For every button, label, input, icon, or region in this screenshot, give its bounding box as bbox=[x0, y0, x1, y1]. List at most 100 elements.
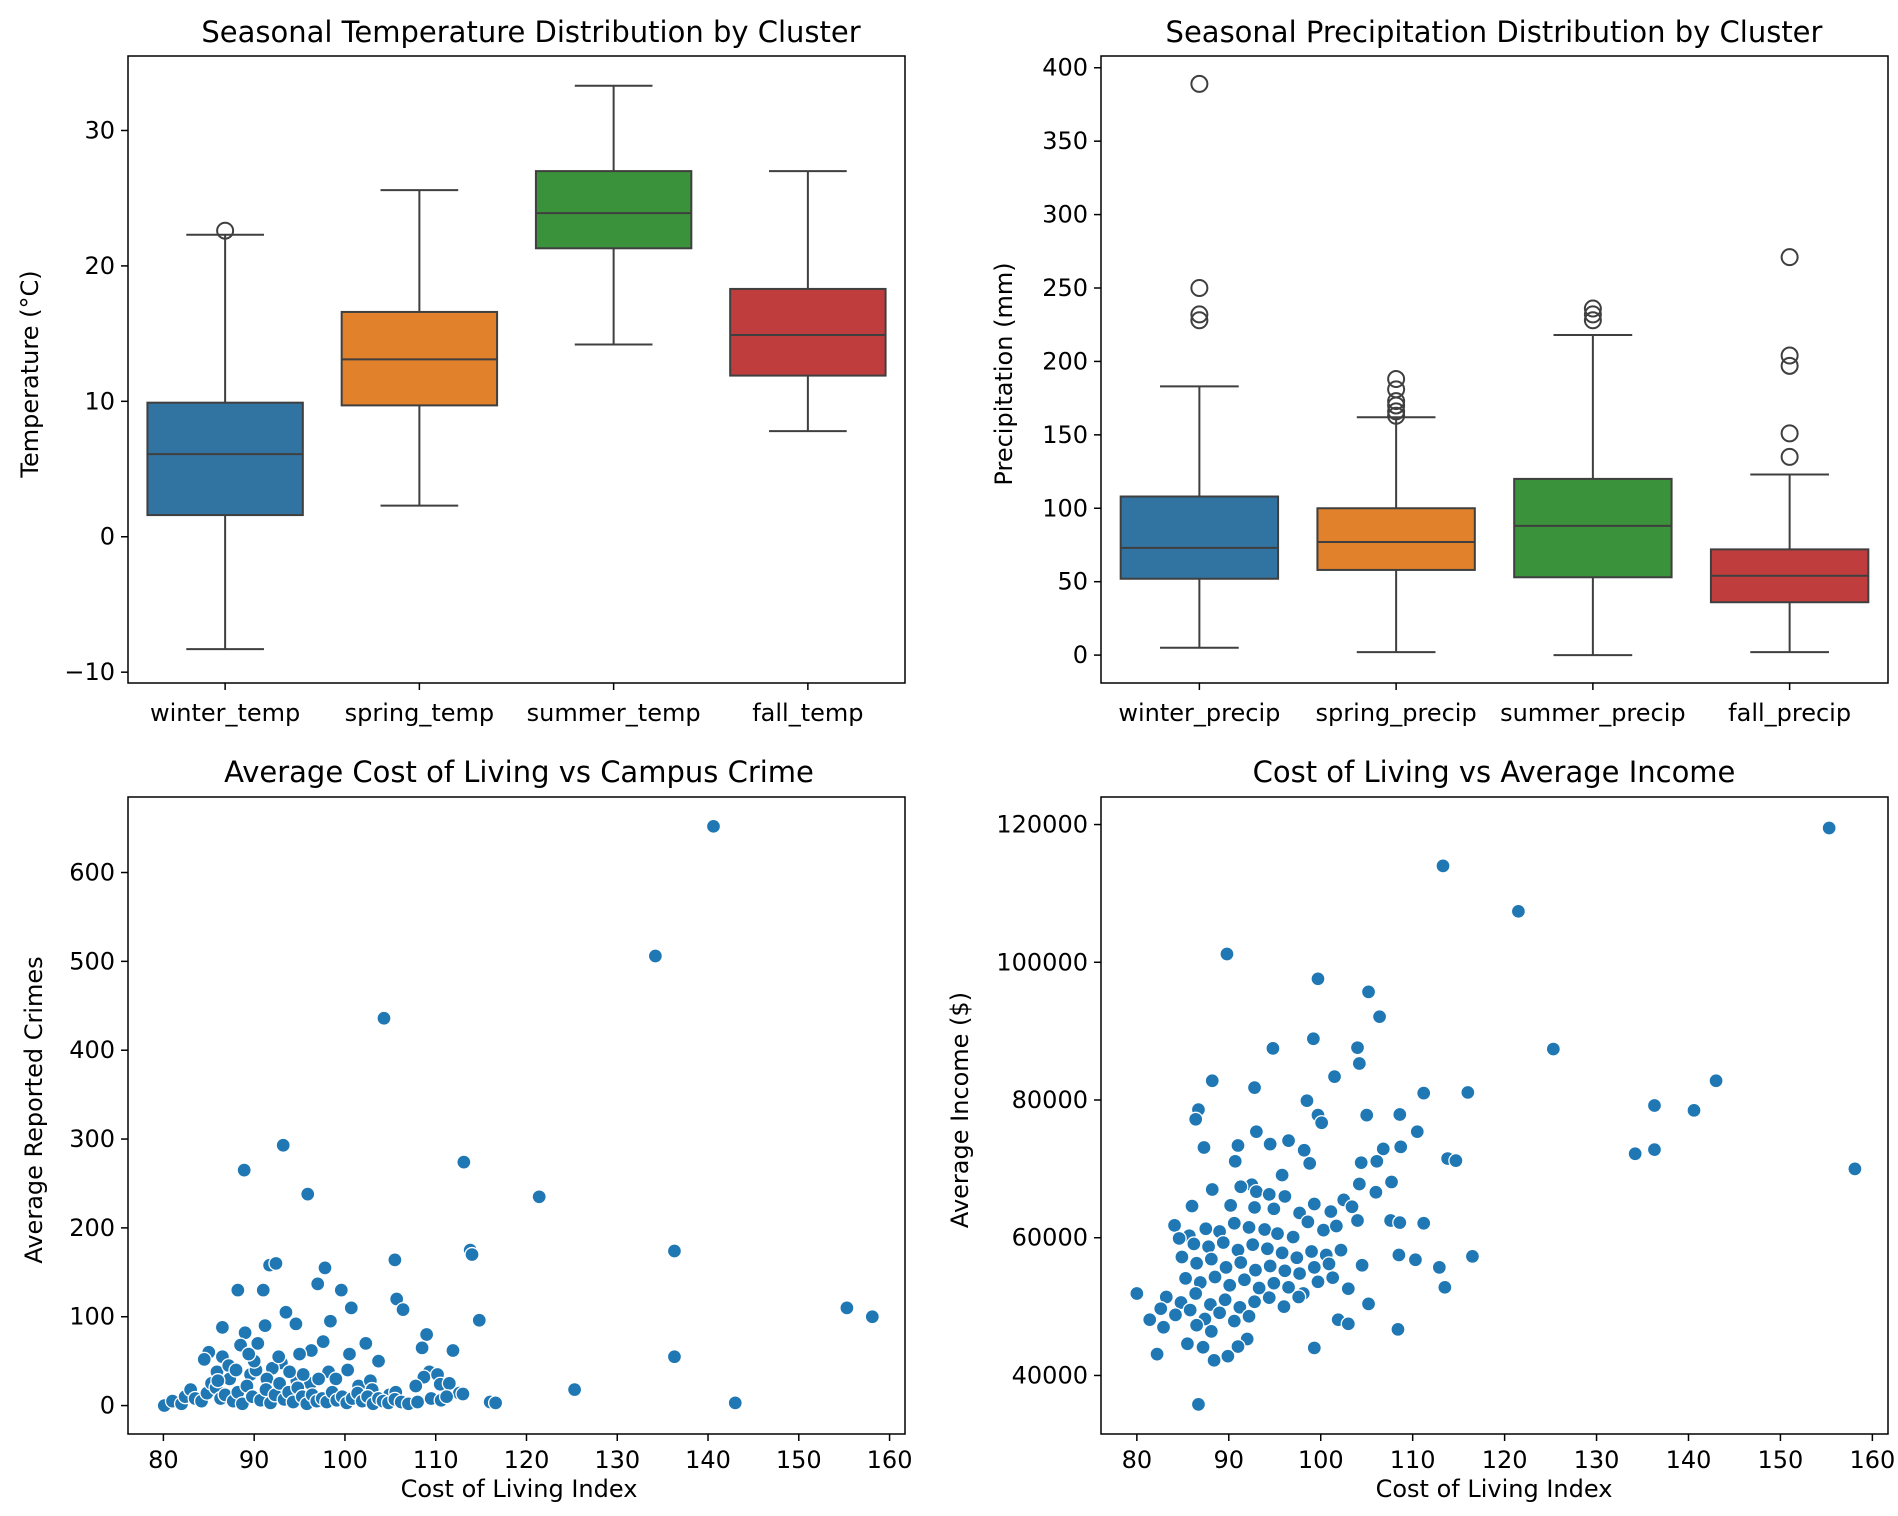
scatter-point bbox=[1368, 1184, 1384, 1200]
scatter-point bbox=[1280, 1132, 1297, 1149]
scatter-point bbox=[1276, 1298, 1292, 1315]
outlier-point bbox=[1780, 248, 1799, 267]
scatter-point bbox=[196, 1351, 212, 1368]
scatter-point bbox=[471, 1312, 487, 1328]
scatter-point bbox=[1392, 1106, 1408, 1123]
scatter-point bbox=[1306, 1259, 1322, 1275]
scatter-point bbox=[315, 1333, 331, 1350]
scatter-point bbox=[1166, 1217, 1183, 1233]
scatter-point bbox=[1274, 1245, 1290, 1261]
scatter-point bbox=[1179, 1336, 1196, 1352]
y-tick-label: 400 bbox=[69, 1036, 115, 1064]
scatter-point bbox=[1353, 1155, 1369, 1171]
scatter-point bbox=[1241, 1219, 1257, 1236]
y-tick-label: 0 bbox=[1073, 641, 1088, 669]
scatter-point bbox=[647, 948, 664, 964]
precipitation-plot-area: winter_precip spring_precip summer_precip f… bbox=[1042, 54, 1889, 727]
x-tick-label: 110 bbox=[413, 1446, 459, 1474]
scatter-point bbox=[1359, 1107, 1375, 1123]
x-tick-label: 100 bbox=[322, 1446, 368, 1474]
scatter-point bbox=[1435, 858, 1451, 874]
scatter-point bbox=[255, 1282, 271, 1298]
outlier-point bbox=[1190, 74, 1209, 93]
scatter-point bbox=[317, 1260, 333, 1276]
scatter-point bbox=[1391, 1247, 1407, 1263]
scatter-point bbox=[1371, 1009, 1388, 1025]
scatter-point bbox=[666, 1349, 683, 1365]
scatter-point bbox=[1340, 1281, 1356, 1297]
y-tick-label: 0 bbox=[100, 523, 115, 551]
axes-frame bbox=[1100, 796, 1889, 1435]
scatter-point bbox=[705, 818, 722, 834]
scatter-point bbox=[1266, 1275, 1282, 1291]
scatter-point bbox=[1230, 1137, 1246, 1154]
scatter-point bbox=[278, 1304, 294, 1320]
x-tick-label: 80 bbox=[1122, 1446, 1153, 1474]
scatter-point bbox=[464, 1246, 480, 1263]
scatter-point bbox=[1177, 1270, 1194, 1287]
outlier-point bbox=[1387, 392, 1406, 411]
outlier-point bbox=[1780, 346, 1799, 365]
scatter-point bbox=[1171, 1230, 1187, 1247]
scatter-point bbox=[1351, 1176, 1367, 1192]
scatter-point bbox=[1351, 1055, 1367, 1072]
scatter-point bbox=[228, 1362, 244, 1378]
scatter-point bbox=[210, 1373, 226, 1389]
y-tick-label: 200 bbox=[69, 1214, 115, 1242]
scatter-point bbox=[1188, 1285, 1204, 1302]
scatter-point bbox=[1305, 1031, 1322, 1047]
scatter-point bbox=[1196, 1139, 1212, 1156]
scatter-point bbox=[1245, 1236, 1261, 1253]
axes-frame bbox=[1100, 55, 1889, 684]
scatter-point bbox=[418, 1326, 435, 1343]
income-y-axis-label: Average Income ($) bbox=[946, 992, 974, 1228]
scatter-point bbox=[1198, 1221, 1214, 1237]
precipitation-boxplot-panel: Seasonal Precipitation Distribution by C… bbox=[990, 15, 1889, 727]
outlier-point bbox=[1387, 380, 1406, 399]
x-tick-label: 130 bbox=[594, 1446, 640, 1474]
y-tick-label: 0 bbox=[100, 1392, 115, 1420]
scatter-point bbox=[1217, 1292, 1233, 1308]
outlier-point bbox=[1780, 424, 1799, 443]
scatter-point bbox=[1269, 1225, 1286, 1242]
scatter-point bbox=[328, 1371, 344, 1387]
scatter-point bbox=[343, 1300, 359, 1316]
x-tick-label: 160 bbox=[867, 1446, 913, 1474]
x-tick-label: 100 bbox=[1298, 1446, 1344, 1474]
scatter-point bbox=[1821, 820, 1837, 836]
scatter-point bbox=[300, 1186, 316, 1202]
outlier-point bbox=[1780, 447, 1799, 466]
scatter-point bbox=[1230, 1242, 1246, 1258]
scatter-point bbox=[1349, 1040, 1366, 1056]
scatter-point bbox=[1393, 1139, 1409, 1155]
x-tick-label: summer_temp bbox=[527, 699, 701, 727]
scatter-point bbox=[295, 1366, 311, 1383]
scatter-point bbox=[1390, 1321, 1406, 1337]
scatter-point bbox=[1369, 1153, 1385, 1169]
y-tick-label: 40000 bbox=[1012, 1361, 1088, 1389]
scatter-point bbox=[1186, 1236, 1202, 1252]
temperature-y-axis-label: Temperature (°C) bbox=[16, 270, 44, 478]
scatter-point bbox=[275, 1137, 291, 1153]
scatter-point bbox=[241, 1346, 257, 1362]
scatter-point bbox=[1328, 1218, 1345, 1234]
scatter-point bbox=[1409, 1124, 1425, 1140]
scatter-point bbox=[1251, 1280, 1267, 1296]
y-tick-label: 200 bbox=[1042, 347, 1088, 375]
y-tick-label: 600 bbox=[69, 859, 115, 887]
scatter-point bbox=[1211, 1305, 1228, 1321]
outlier-point bbox=[1387, 402, 1406, 421]
scatter-point bbox=[414, 1340, 430, 1356]
scatter-point bbox=[1246, 1199, 1263, 1216]
y-tick-label: 250 bbox=[1042, 274, 1088, 302]
scatter-point bbox=[1510, 903, 1527, 919]
outlier-point bbox=[216, 221, 235, 240]
outlier-point bbox=[1583, 299, 1602, 318]
scatter-point bbox=[1248, 1183, 1265, 1200]
crime-x-axis-label: Cost of Living Index bbox=[401, 1475, 638, 1503]
y-tick-label: 150 bbox=[1042, 421, 1088, 449]
outlier-point bbox=[1387, 406, 1406, 425]
scatter-point bbox=[1392, 1214, 1408, 1231]
scatter-point bbox=[1306, 1340, 1322, 1356]
